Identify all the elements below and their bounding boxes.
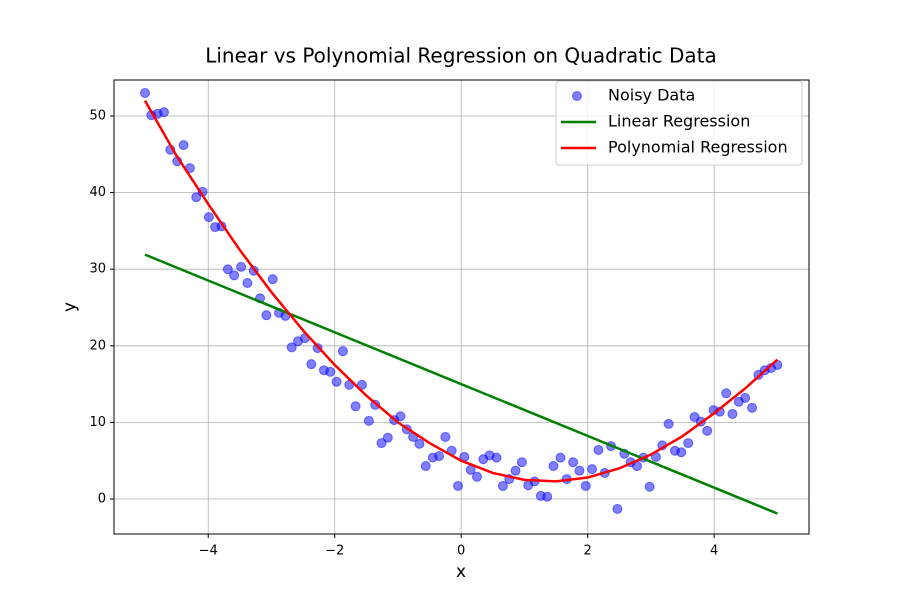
- data-point: [191, 192, 202, 203]
- data-point: [236, 261, 247, 272]
- data-point: [587, 464, 598, 475]
- y-tick-label: 10: [89, 415, 106, 430]
- data-point: [376, 438, 387, 449]
- data-point: [363, 415, 374, 426]
- y-tick-label: 50: [89, 109, 106, 124]
- legend-box: [555, 80, 803, 166]
- data-point: [440, 431, 451, 442]
- data-point: [747, 402, 758, 413]
- data-point: [453, 480, 464, 491]
- data-point: [356, 379, 367, 390]
- data-point: [721, 388, 732, 399]
- data-point: [516, 457, 527, 468]
- data-point: [568, 457, 579, 468]
- data-point: [420, 461, 431, 472]
- data-point: [491, 452, 502, 463]
- data-point: [139, 88, 150, 99]
- x-tick-label: 0: [457, 544, 465, 559]
- data-point: [261, 310, 272, 321]
- data-point: [395, 411, 406, 422]
- data-point: [229, 270, 240, 281]
- data-point: [580, 480, 591, 491]
- data-point: [663, 418, 674, 429]
- y-tick-label: 30: [89, 262, 106, 277]
- data-point: [548, 461, 559, 472]
- data-point: [337, 346, 348, 357]
- data-point: [158, 107, 169, 118]
- legend-label: Polynomial Regression: [608, 138, 788, 157]
- legend-label: Linear Regression: [608, 112, 750, 131]
- data-point: [306, 359, 317, 370]
- data-point: [414, 438, 425, 449]
- data-point: [350, 401, 361, 412]
- line: [144, 253, 778, 515]
- y-tick-label: 20: [89, 338, 106, 353]
- y-tick-label: 40: [89, 185, 106, 200]
- data-point: [612, 503, 623, 514]
- data-point: [676, 447, 687, 458]
- x-tick-label: 4: [710, 544, 718, 559]
- y-axis-label: y: [60, 302, 80, 312]
- data-point: [555, 452, 566, 463]
- x-tick-label: −4: [199, 544, 218, 559]
- data-point: [593, 444, 604, 455]
- x-tick-label: −2: [325, 544, 344, 559]
- y-tick-label: 0: [98, 491, 106, 506]
- data-point: [740, 392, 751, 403]
- data-point: [382, 432, 393, 443]
- data-point: [574, 465, 585, 476]
- data-point: [644, 481, 655, 492]
- data-point: [178, 140, 189, 151]
- legend-label: Noisy Data: [608, 86, 695, 105]
- data-point: [267, 274, 278, 285]
- x-axis-label: x: [456, 562, 466, 582]
- data-point: [497, 480, 508, 491]
- data-point: [727, 408, 738, 419]
- data-point: [683, 438, 694, 449]
- data-point: [331, 376, 342, 387]
- data-point: [510, 465, 521, 476]
- data-point: [203, 212, 214, 223]
- chart-title: Linear vs Polynomial Regression on Quadr…: [205, 44, 717, 68]
- data-point: [222, 264, 233, 275]
- x-tick-label: 2: [584, 544, 592, 559]
- legend-marker: [572, 91, 582, 101]
- data-point: [542, 491, 553, 502]
- line: [143, 100, 779, 483]
- data-point: [702, 425, 713, 436]
- plot-frame: [113, 79, 810, 535]
- legend: Noisy Data Linear Regression Polynomial Re…: [555, 80, 803, 166]
- data-point: [434, 451, 445, 462]
- data-point: [471, 471, 482, 482]
- data-point: [325, 366, 336, 377]
- data-point: [242, 277, 253, 288]
- data-point: [286, 342, 297, 353]
